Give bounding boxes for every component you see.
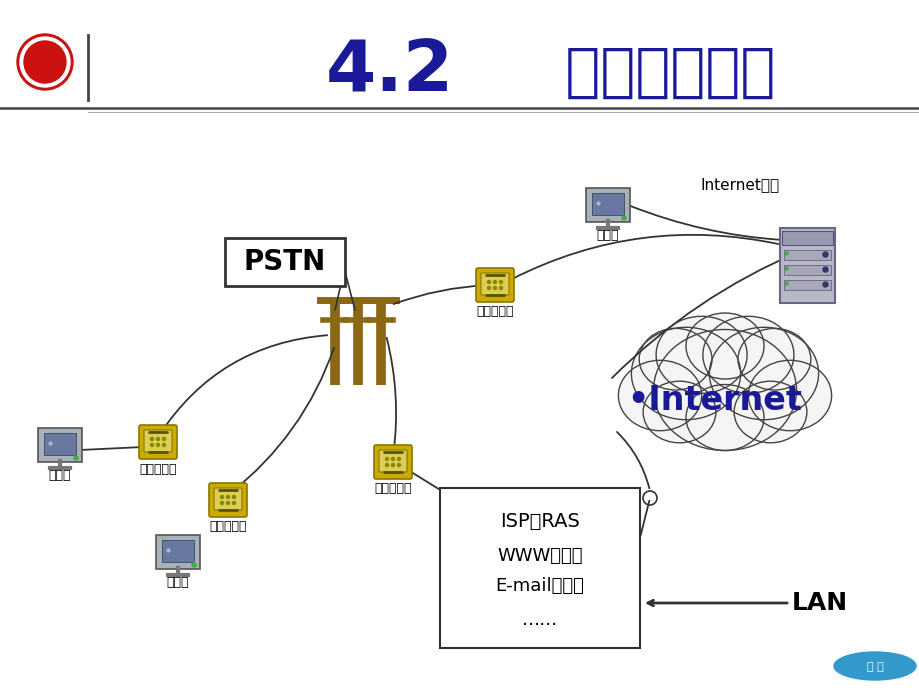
FancyBboxPatch shape	[44, 433, 76, 455]
Circle shape	[823, 267, 827, 272]
Circle shape	[391, 457, 394, 460]
Circle shape	[823, 282, 827, 287]
Text: 调制解调器: 调制解调器	[374, 482, 412, 495]
Ellipse shape	[639, 328, 711, 390]
FancyBboxPatch shape	[139, 425, 176, 459]
Circle shape	[784, 282, 788, 285]
Ellipse shape	[642, 381, 715, 443]
FancyBboxPatch shape	[38, 428, 82, 462]
Text: 4.2: 4.2	[325, 37, 454, 106]
Circle shape	[156, 437, 159, 440]
FancyBboxPatch shape	[591, 193, 623, 215]
Circle shape	[221, 502, 223, 504]
Circle shape	[74, 456, 78, 460]
Circle shape	[784, 252, 788, 255]
Circle shape	[487, 286, 490, 290]
Text: LAN: LAN	[791, 591, 847, 615]
FancyBboxPatch shape	[439, 488, 640, 648]
FancyBboxPatch shape	[784, 250, 831, 259]
Ellipse shape	[652, 330, 796, 451]
FancyBboxPatch shape	[782, 230, 833, 244]
Circle shape	[385, 457, 388, 460]
Ellipse shape	[737, 328, 810, 390]
Text: ……: ……	[521, 611, 558, 629]
Circle shape	[226, 502, 229, 504]
Ellipse shape	[733, 381, 806, 443]
Ellipse shape	[686, 313, 763, 379]
Ellipse shape	[709, 327, 818, 420]
FancyBboxPatch shape	[374, 445, 412, 479]
FancyBboxPatch shape	[156, 535, 199, 569]
Ellipse shape	[702, 316, 793, 393]
Text: 工作站: 工作站	[166, 575, 189, 589]
Circle shape	[233, 495, 235, 498]
Circle shape	[17, 34, 73, 90]
Ellipse shape	[834, 652, 915, 680]
Text: 调制解调器: 调制解调器	[209, 520, 246, 533]
Circle shape	[493, 281, 496, 284]
Circle shape	[163, 444, 165, 446]
Circle shape	[397, 464, 400, 466]
Text: 调制解调器: 调制解调器	[139, 462, 176, 475]
FancyBboxPatch shape	[379, 450, 406, 472]
Circle shape	[391, 464, 394, 466]
Circle shape	[385, 464, 388, 466]
Text: Internet主机: Internet主机	[699, 177, 778, 193]
Circle shape	[24, 41, 66, 83]
Text: WWW服务器: WWW服务器	[496, 547, 582, 565]
FancyBboxPatch shape	[144, 430, 172, 452]
FancyBboxPatch shape	[209, 483, 246, 517]
Text: PSTN: PSTN	[244, 248, 325, 276]
Text: 拨号接入方式: 拨号接入方式	[544, 43, 775, 101]
Circle shape	[487, 281, 490, 284]
FancyBboxPatch shape	[481, 273, 508, 295]
Circle shape	[151, 444, 153, 446]
Circle shape	[221, 495, 223, 498]
Circle shape	[499, 286, 502, 290]
Circle shape	[192, 563, 196, 567]
Circle shape	[156, 444, 159, 446]
Circle shape	[499, 281, 502, 284]
Text: 工作站: 工作站	[596, 228, 618, 242]
FancyBboxPatch shape	[779, 228, 834, 302]
Ellipse shape	[630, 327, 740, 420]
FancyBboxPatch shape	[162, 540, 194, 562]
Text: E-mail服务器: E-mail服务器	[495, 577, 584, 595]
Circle shape	[163, 437, 165, 440]
FancyBboxPatch shape	[225, 238, 345, 286]
Circle shape	[823, 252, 827, 257]
Circle shape	[621, 216, 625, 220]
FancyBboxPatch shape	[0, 0, 919, 110]
Ellipse shape	[686, 384, 763, 451]
FancyBboxPatch shape	[214, 488, 242, 510]
Ellipse shape	[747, 360, 831, 431]
Circle shape	[493, 286, 496, 290]
FancyBboxPatch shape	[585, 188, 630, 222]
Text: 返 回: 返 回	[866, 662, 882, 672]
Circle shape	[20, 37, 70, 87]
Circle shape	[784, 267, 788, 270]
Circle shape	[397, 457, 400, 460]
Circle shape	[233, 502, 235, 504]
Text: ISP的RAS: ISP的RAS	[500, 511, 579, 531]
FancyBboxPatch shape	[784, 279, 831, 290]
Circle shape	[151, 437, 153, 440]
Ellipse shape	[655, 316, 746, 393]
FancyBboxPatch shape	[475, 268, 514, 302]
Text: 调制解调器: 调制解调器	[476, 304, 513, 317]
FancyBboxPatch shape	[784, 264, 831, 275]
Text: 工作站: 工作站	[49, 469, 71, 482]
Circle shape	[226, 495, 229, 498]
Ellipse shape	[618, 360, 701, 431]
Text: •Internet: •Internet	[627, 384, 801, 417]
